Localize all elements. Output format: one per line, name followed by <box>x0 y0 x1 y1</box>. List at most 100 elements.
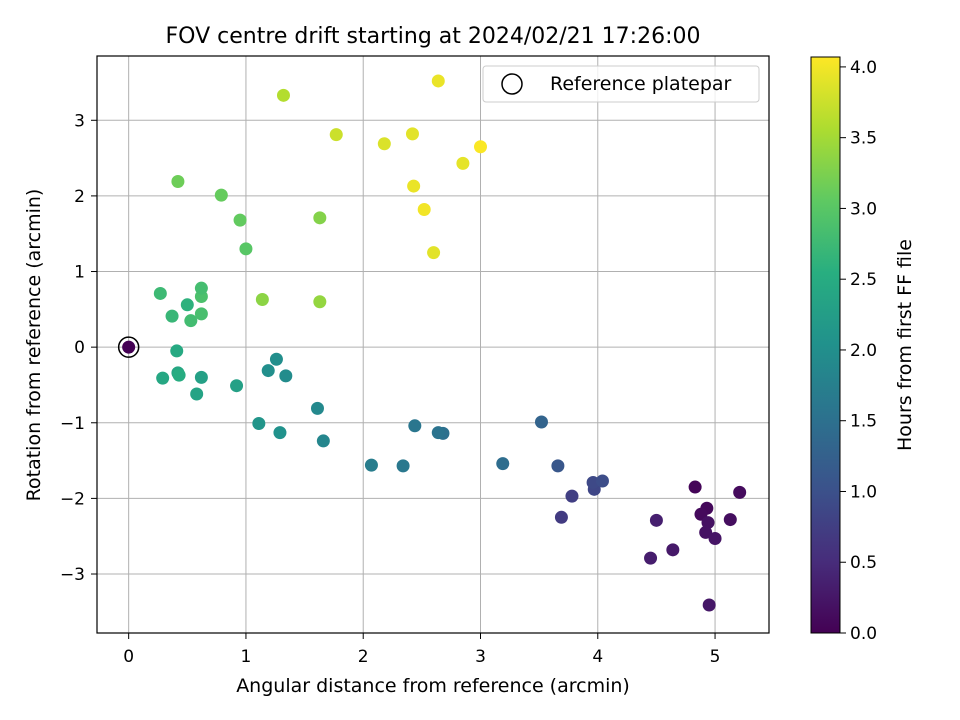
data-point <box>405 127 419 141</box>
colorbar-tick: 3.0 <box>840 199 877 219</box>
data-point <box>269 352 283 366</box>
plot-frame <box>96 55 770 634</box>
data-point <box>239 242 253 256</box>
data-point <box>153 286 167 300</box>
x-tick-label: 1 <box>241 647 252 667</box>
y-tick-label: 2 <box>74 187 85 207</box>
colorbar-tick-label: 0.5 <box>850 553 877 573</box>
legend-box <box>482 65 760 103</box>
data-point <box>252 417 266 431</box>
colorbar-tick-label: 2.0 <box>850 341 877 361</box>
data-point <box>171 175 185 189</box>
colorbar-tick-label: 0.0 <box>850 624 877 644</box>
data-point <box>329 128 343 142</box>
data-point <box>701 516 715 530</box>
colorbar-tick: 1.0 <box>840 482 877 502</box>
y-tick-label: 0 <box>74 338 85 358</box>
data-point <box>554 510 568 524</box>
colorbar-tick-label: 2.5 <box>850 270 877 290</box>
data-point <box>417 203 431 217</box>
data-point <box>156 371 170 385</box>
x-tick-label: 3 <box>475 647 486 667</box>
data-point <box>194 307 208 321</box>
y-tick: 0 <box>74 338 97 358</box>
data-point <box>377 137 391 151</box>
data-point <box>408 419 422 433</box>
data-point <box>649 513 663 527</box>
x-tick: 3 <box>475 633 486 667</box>
legend: Reference platepar <box>482 65 760 103</box>
data-point <box>431 74 445 88</box>
colorbar-tick: 4.0 <box>840 58 877 78</box>
y-tick: 2 <box>74 187 97 207</box>
colorbar-tick-label: 3.5 <box>850 129 877 149</box>
data-point <box>723 513 737 527</box>
data-point <box>551 459 565 473</box>
data-point <box>396 459 410 473</box>
colorbar-tick-label: 1.0 <box>850 482 877 502</box>
y-axis-label: Rotation from reference (arcmin) <box>23 189 45 502</box>
data-point <box>313 211 327 225</box>
data-point <box>565 489 579 503</box>
y-tick-label: 1 <box>74 263 85 283</box>
data-point <box>427 246 441 260</box>
colorbar-gradient <box>810 56 841 634</box>
data-point <box>122 340 136 354</box>
data-point <box>194 281 208 295</box>
y-tick-label: −3 <box>60 565 85 585</box>
data-point <box>194 370 208 384</box>
data-point <box>473 140 487 154</box>
data-point <box>534 415 548 429</box>
colorbar-tick-label: 4.0 <box>850 58 877 78</box>
data-point <box>190 387 204 401</box>
colorbar-label: Hours from first FF file <box>894 239 916 451</box>
data-point <box>456 156 470 170</box>
data-point <box>496 457 510 471</box>
data-point <box>595 474 609 488</box>
colorbar: 0.0 0.5 1.0 1.5 2.0 2.5 3.0 3.5 4.0 Hours from f… <box>810 56 916 644</box>
data-point <box>172 368 186 382</box>
data-point <box>699 525 713 539</box>
colorbar-tick: 0.0 <box>840 624 877 644</box>
data-point <box>165 309 179 323</box>
grid-lines <box>97 56 769 633</box>
data-point <box>733 485 747 499</box>
data-point <box>214 188 228 202</box>
reference-platepar-marker <box>117 336 140 358</box>
colorbar-tick: 2.0 <box>840 341 877 361</box>
data-point <box>407 179 421 193</box>
chart-title: FOV centre drift starting at 2024/02/21 … <box>166 24 701 49</box>
data-point <box>364 458 378 472</box>
data-point <box>273 426 287 440</box>
y-tick-label: −1 <box>60 414 85 434</box>
y-tick: −2 <box>60 489 97 509</box>
x-tick: 4 <box>592 633 603 667</box>
x-tick: 0 <box>123 633 134 667</box>
data-point <box>233 213 247 227</box>
data-point <box>255 293 269 307</box>
y-tick: −3 <box>60 565 97 585</box>
data-point <box>316 434 330 448</box>
y-tick: −1 <box>60 414 97 434</box>
x-tick-label: 4 <box>592 647 603 667</box>
y-tick-label: −2 <box>60 489 85 509</box>
x-tick: 1 <box>241 633 252 667</box>
data-points <box>117 74 747 612</box>
data-point <box>644 551 658 565</box>
x-tick-label: 0 <box>123 647 134 667</box>
data-point <box>279 369 293 383</box>
y-tick-label: 3 <box>74 111 85 131</box>
y-tick: 1 <box>74 263 97 283</box>
x-tick-label: 2 <box>358 647 369 667</box>
data-point <box>180 298 194 312</box>
data-point <box>313 295 327 309</box>
x-tick: 5 <box>710 633 720 667</box>
data-point <box>708 531 722 545</box>
colorbar-tick-label: 3.0 <box>850 199 877 219</box>
y-tick: 3 <box>74 111 97 131</box>
data-point <box>170 344 184 358</box>
data-point <box>276 88 290 102</box>
x-axis-label: Angular distance from reference (arcmin) <box>236 675 630 697</box>
colorbar-tick: 3.5 <box>840 129 877 149</box>
